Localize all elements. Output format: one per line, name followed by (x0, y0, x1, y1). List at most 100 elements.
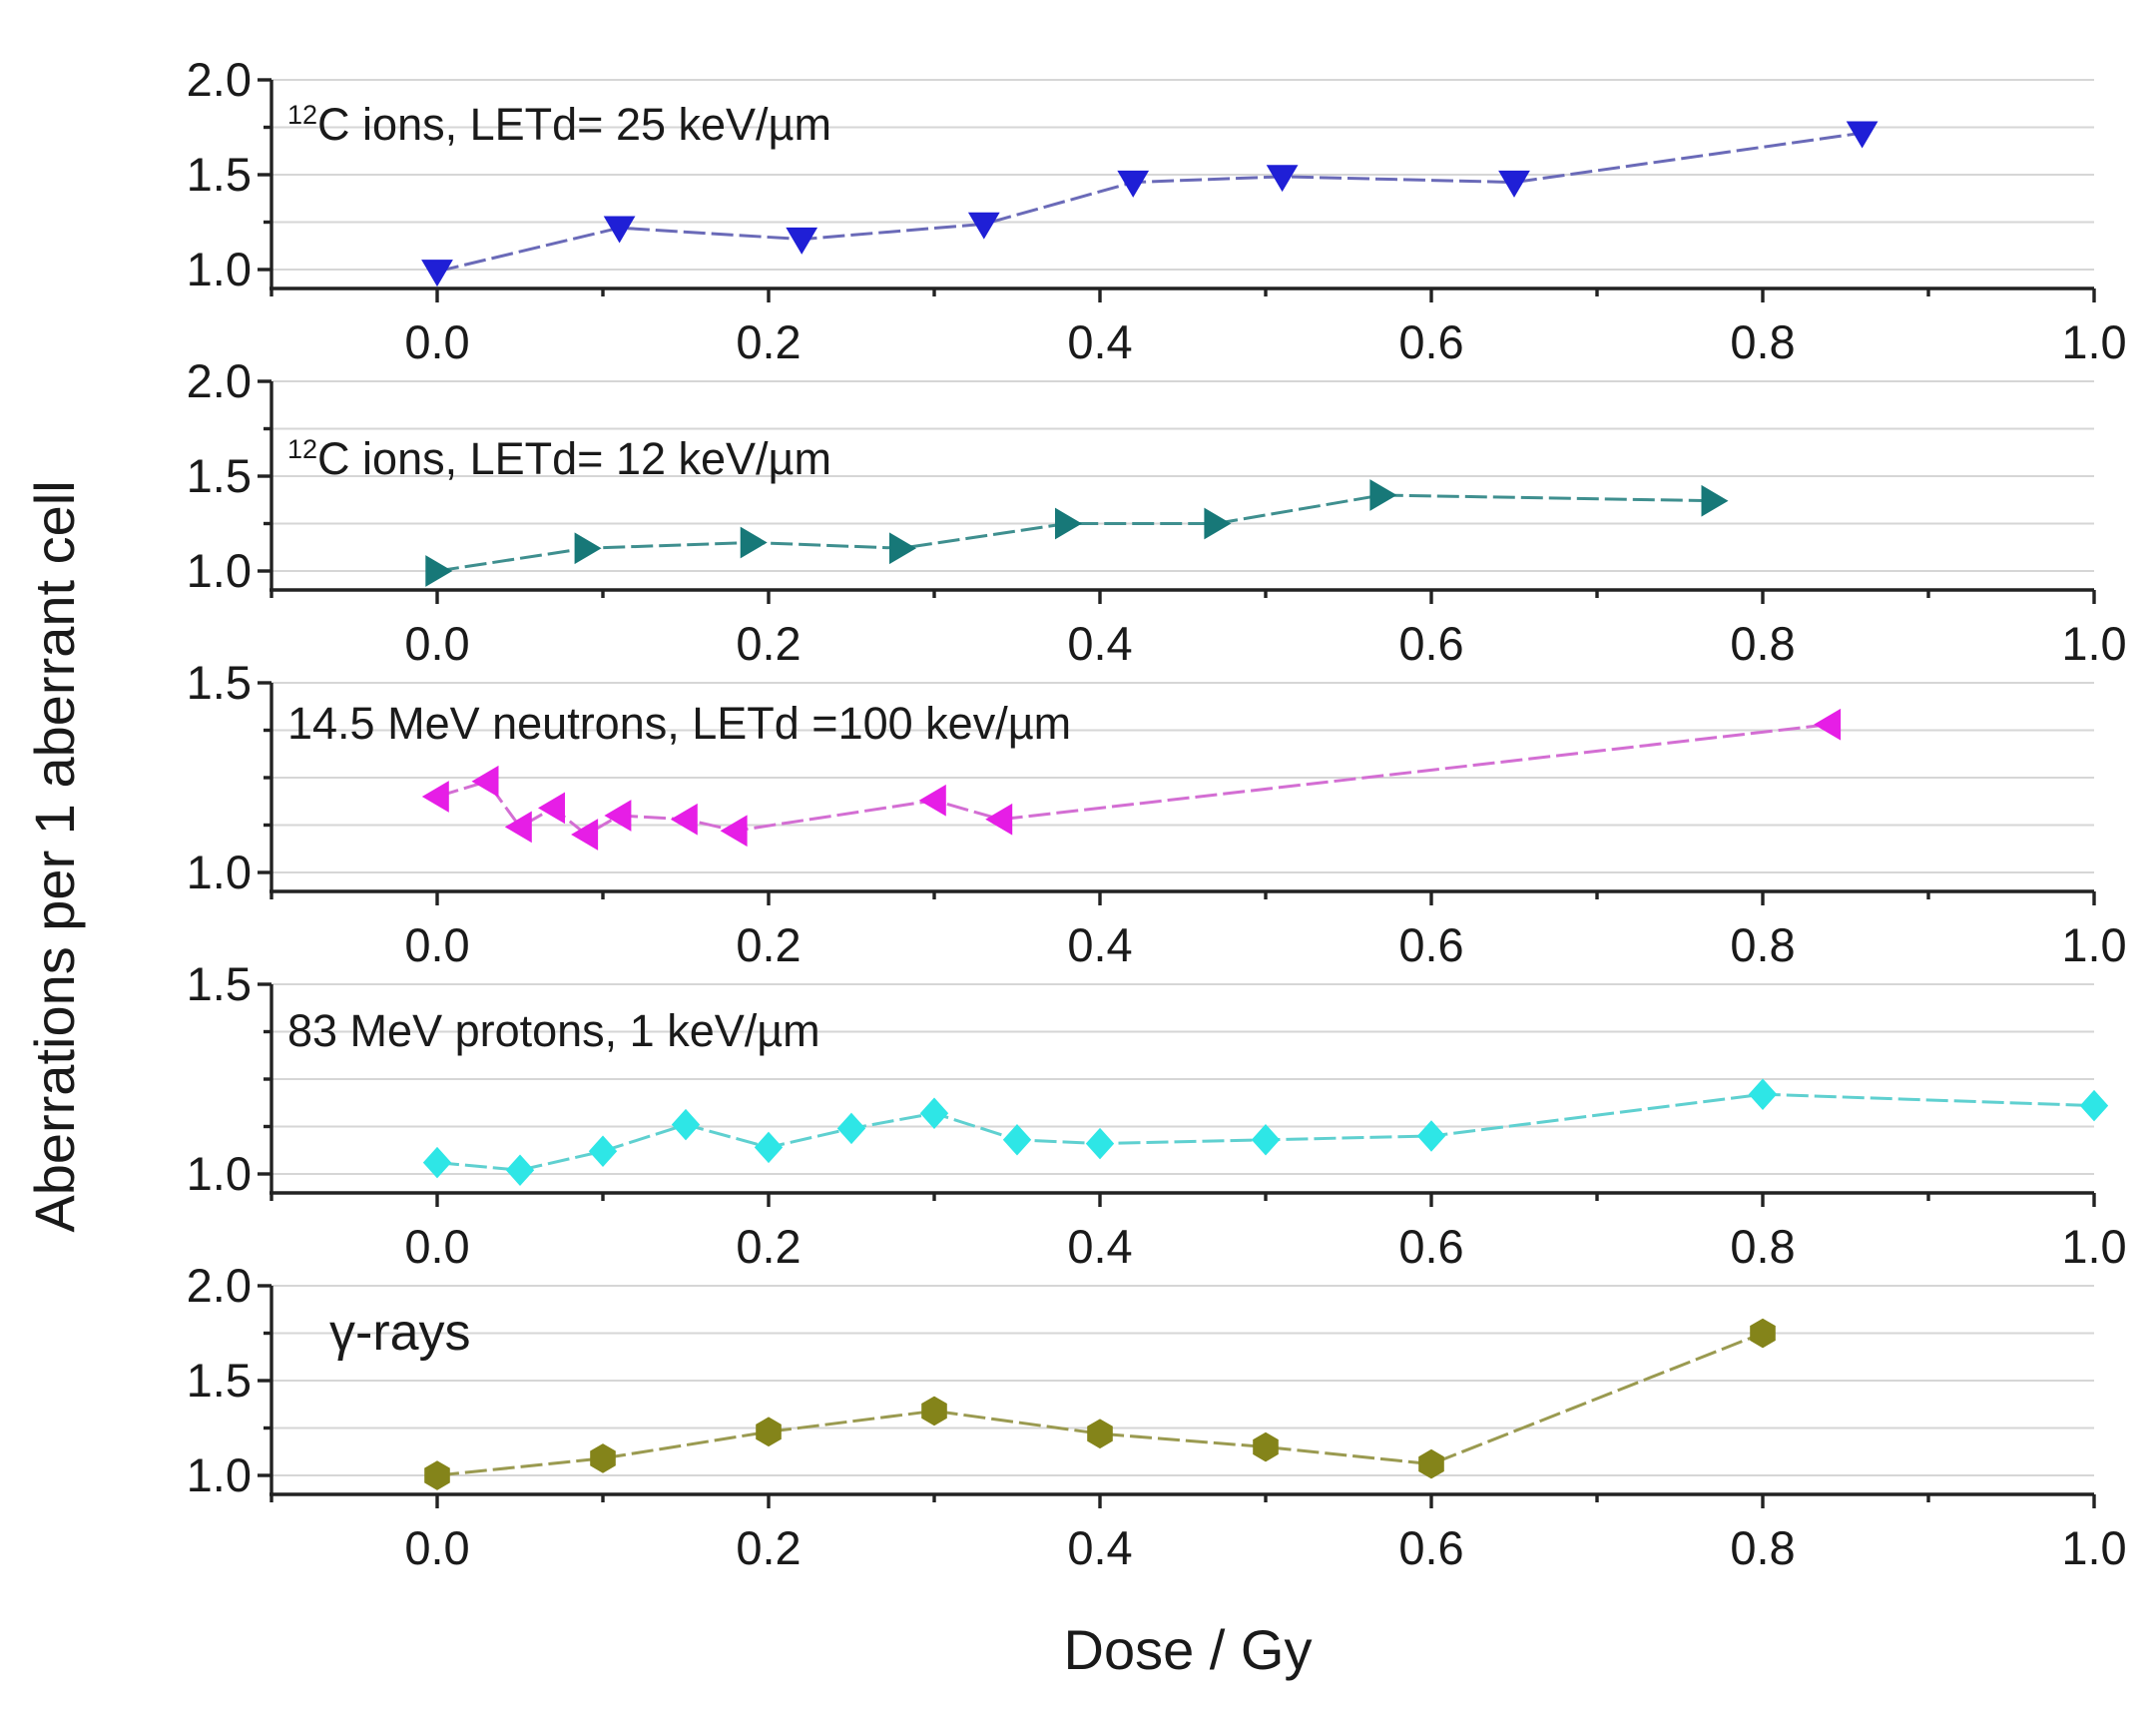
data-point-marker (836, 1112, 866, 1145)
data-point-marker (1418, 1448, 1444, 1479)
x-tick-label: 1.0 (2061, 1521, 2126, 1574)
x-tick-label: 0.0 (404, 315, 469, 368)
data-point-marker (1814, 708, 1842, 741)
data-point-marker (588, 1135, 618, 1167)
panel-annotation: 12C ions, LETd= 25 keV/µm (287, 99, 831, 150)
panel-5: 1.0 1.5 2.0 0.0 0.2 0.4 0.6 0.8 1.0 γ-rays (187, 1259, 2127, 1574)
data-point-marker (1369, 479, 1397, 511)
x-tick-label: 0.4 (1067, 1521, 1132, 1574)
x-tick-label: 0.2 (736, 918, 801, 971)
x-tick-label: 0.4 (1067, 315, 1132, 368)
panel-annotation: 12C ions, LETd= 12 keV/µm (287, 433, 831, 484)
data-point-marker (504, 811, 532, 844)
x-tick-label: 0.2 (736, 617, 801, 670)
data-point-marker (424, 1460, 450, 1490)
x-tick-label: 0.4 (1067, 1220, 1132, 1273)
panel-4: 1.0 1.5 0.0 0.2 0.4 0.6 0.8 1.0 83 MeV protons, … (187, 957, 2127, 1273)
series-line (436, 493, 1714, 573)
x-tick-label: 0.4 (1067, 918, 1132, 971)
x-tick-label: 0.0 (404, 1220, 469, 1273)
x-tick-label: 0.8 (1730, 617, 1795, 670)
data-point-marker (505, 1154, 535, 1186)
x-tick-label: 1.0 (2061, 918, 2126, 971)
data-point-marker (985, 803, 1013, 836)
y-tick-label: 1.0 (187, 1448, 252, 1501)
panel-2: 1.0 1.5 2.0 0.0 0.2 0.4 0.6 0.8 1.0 12C ions, LET… (187, 354, 2127, 670)
data-point-marker (1748, 1078, 1778, 1110)
y-tick-label: 1.5 (187, 148, 252, 201)
data-point-marker (1846, 121, 1879, 149)
y-tick-label: 1.0 (187, 243, 252, 295)
y-tick-label: 1.0 (187, 544, 252, 597)
data-point-marker (1204, 507, 1232, 540)
y-tick-label: 2.0 (187, 354, 252, 407)
x-tick-label: 0.2 (736, 1521, 801, 1574)
x-axis-title: Dose / Gy (1064, 1618, 1313, 1681)
y-tick-label: 1.5 (187, 957, 252, 1010)
data-point-marker (1750, 1318, 1776, 1349)
data-point-marker (421, 781, 449, 813)
x-tick-label: 0.6 (1398, 617, 1463, 670)
y-tick-label: 1.5 (187, 656, 252, 709)
x-tick-label: 0.0 (404, 617, 469, 670)
x-tick-label: 0.0 (404, 918, 469, 971)
data-point-marker (603, 216, 636, 244)
x-tick-label: 0.6 (1398, 1521, 1463, 1574)
x-tick-label: 0.4 (1067, 617, 1132, 670)
data-point-marker (921, 1396, 947, 1427)
x-tick-label: 0.6 (1398, 1220, 1463, 1273)
data-point-marker (574, 532, 602, 565)
data-point-marker (1416, 1120, 1446, 1152)
data-point-marker (889, 532, 916, 565)
y-tick-label: 1.5 (187, 449, 252, 502)
data-point-marker (2079, 1089, 2109, 1122)
y-tick-label: 1.5 (187, 1354, 252, 1407)
y-tick-label: 2.0 (187, 53, 252, 106)
panel-annotation: 83 MeV protons, 1 keV/µm (287, 1005, 820, 1056)
series-line (436, 131, 1863, 274)
data-point-marker (671, 1108, 701, 1141)
data-point-marker (421, 260, 453, 287)
annotation-text: C ions, LETd= 25 keV/µm (317, 99, 831, 150)
x-tick-label: 0.2 (736, 1220, 801, 1273)
x-tick-label: 0.8 (1730, 315, 1795, 368)
panel-annotation: γ-rays (329, 1304, 471, 1362)
x-tick-label: 0.8 (1730, 918, 1795, 971)
data-point-marker (1085, 1127, 1115, 1160)
data-point-marker (670, 803, 698, 836)
data-point-marker (471, 765, 499, 798)
annotation-superscript: 12 (287, 434, 317, 464)
data-point-marker (740, 526, 768, 559)
panel-3: 1.0 1.5 0.0 0.2 0.4 0.6 0.8 1.0 14.5 MeV neutron… (187, 656, 2127, 971)
data-point-marker (754, 1131, 784, 1164)
x-tick-label: 0.2 (736, 315, 801, 368)
data-point-marker (756, 1417, 782, 1447)
data-point-marker (604, 800, 632, 832)
annotation-text: C ions, LETd= 12 keV/µm (317, 433, 831, 484)
data-point-marker (1055, 507, 1082, 540)
y-axis-title: Aberrations per 1 aberrant cell (23, 480, 86, 1232)
data-point-marker (1087, 1419, 1113, 1449)
x-tick-label: 0.8 (1730, 1521, 1795, 1574)
data-point-marker (1117, 170, 1150, 198)
x-tick-label: 0.6 (1398, 315, 1463, 368)
x-tick-label: 1.0 (2061, 315, 2126, 368)
panel-1: 1.0 1.5 2.0 0.0 0.2 0.4 0.6 0.8 1.0 12C ions, LET… (187, 53, 2127, 368)
data-point-marker (1498, 170, 1530, 198)
data-point-marker (538, 792, 565, 825)
data-point-marker (425, 555, 453, 587)
x-tick-label: 0.6 (1398, 918, 1463, 971)
data-point-marker (786, 227, 818, 255)
data-point-marker (1002, 1124, 1032, 1156)
x-tick-label: 0.8 (1730, 1220, 1795, 1273)
y-tick-label: 1.0 (187, 1147, 252, 1200)
data-point-marker (1266, 165, 1299, 193)
data-point-marker (967, 212, 1000, 240)
data-point-marker (422, 1146, 452, 1179)
series-line (436, 1332, 1764, 1477)
data-point-marker (919, 1097, 949, 1129)
data-point-marker (918, 784, 946, 817)
data-point-marker (720, 815, 748, 848)
